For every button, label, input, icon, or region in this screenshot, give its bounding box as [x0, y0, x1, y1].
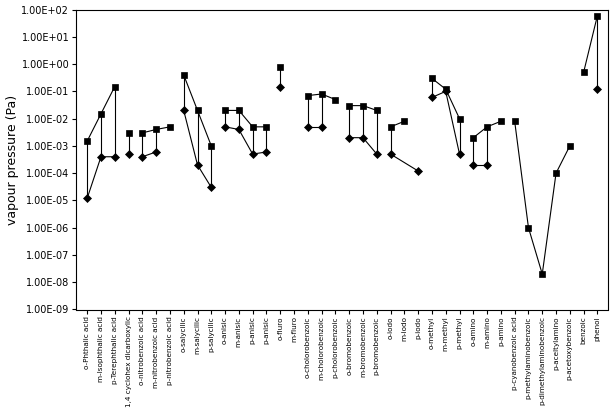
- Y-axis label: vapour pressure (Pa): vapour pressure (Pa): [6, 95, 18, 225]
